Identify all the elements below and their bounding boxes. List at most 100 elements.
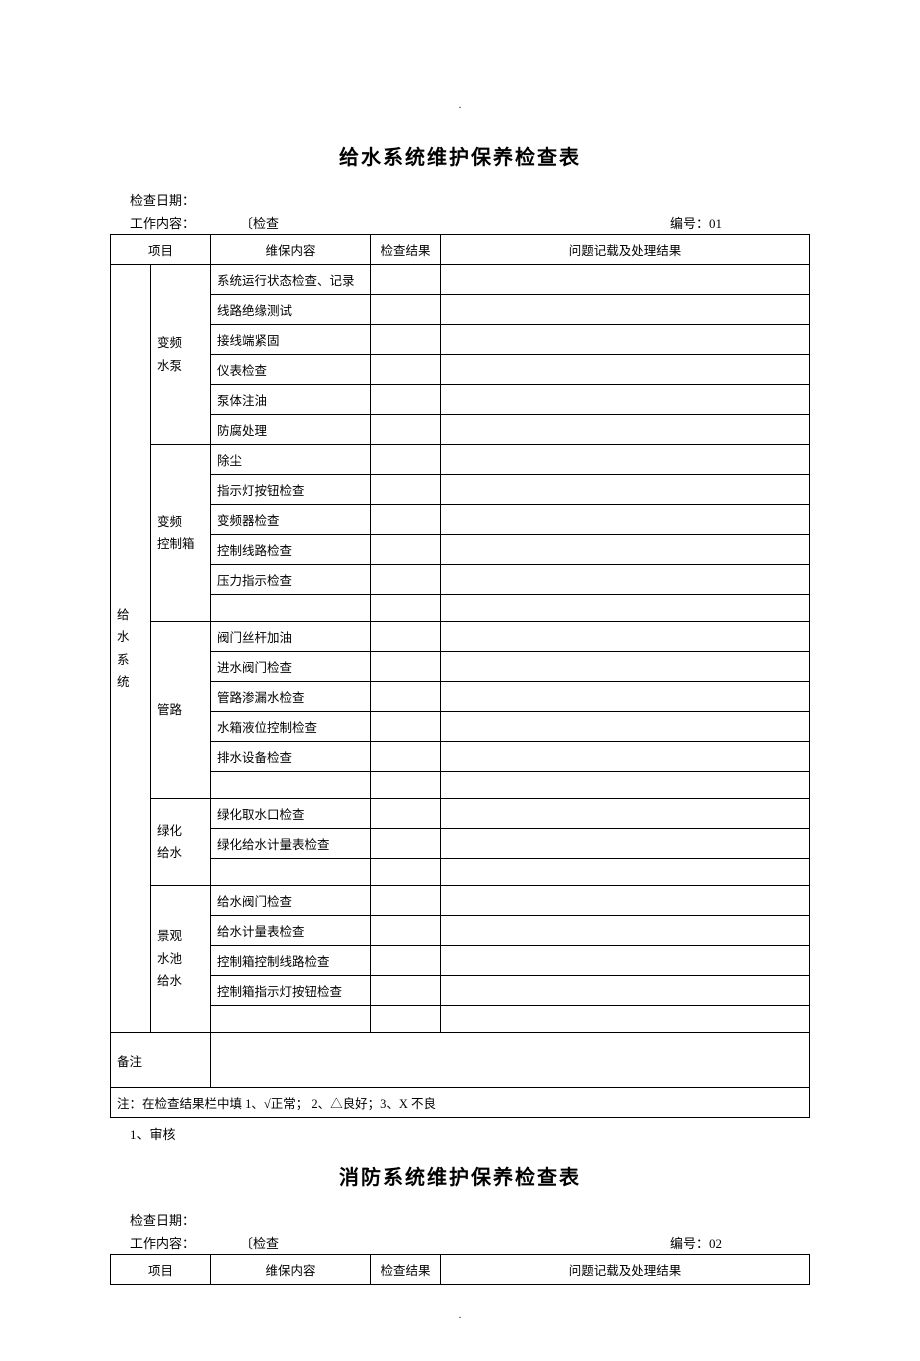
result-cell	[371, 829, 441, 859]
doc1-serial: 编号：01	[670, 213, 810, 232]
doc1-work-row: 工作内容： 〔检查 编号：01	[110, 213, 810, 232]
item-cell: 排水设备检查	[211, 742, 371, 772]
issue-cell	[441, 916, 810, 946]
result-cell	[371, 682, 441, 712]
doc2-table: 项目 维保内容 检查结果 问题记载及处理结果	[110, 1254, 810, 1285]
table-row: 绿化给水 绿化取水口检查	[111, 799, 810, 829]
note-text: 注：在检查结果栏中填 1、√正常； 2、△良好；3、X 不良	[111, 1088, 810, 1118]
col-content: 维保内容	[211, 1255, 371, 1285]
col-project: 项目	[111, 235, 211, 265]
result-cell	[371, 916, 441, 946]
item-cell: 给水计量表检查	[211, 916, 371, 946]
issue-cell	[441, 265, 810, 295]
group-label: 变频水泵	[151, 265, 211, 445]
col-issue: 问题记载及处理结果	[441, 1255, 810, 1285]
group-label: 绿化给水	[151, 799, 211, 886]
result-cell	[371, 475, 441, 505]
result-cell	[371, 445, 441, 475]
table-row: 压力指示检查	[111, 565, 810, 595]
item-cell: 除尘	[211, 445, 371, 475]
result-cell	[371, 772, 441, 799]
doc1-work-check: 〔检查	[240, 213, 670, 232]
item-cell: 进水阀门检查	[211, 652, 371, 682]
table-row: 接线端紧固	[111, 325, 810, 355]
table-row: 管路 阀门丝杆加油	[111, 622, 810, 652]
remark-cell	[211, 1033, 810, 1088]
result-cell	[371, 946, 441, 976]
item-cell	[211, 1006, 371, 1033]
item-cell: 压力指示检查	[211, 565, 371, 595]
table-row: 给水系统 变频水泵 系统运行状态检查、记录	[111, 265, 810, 295]
result-cell	[371, 742, 441, 772]
table-row: 控制箱控制线路检查	[111, 946, 810, 976]
issue-cell	[441, 829, 810, 859]
table-row: 绿化给水计量表检查	[111, 829, 810, 859]
issue-cell	[441, 799, 810, 829]
result-cell	[371, 325, 441, 355]
issue-cell	[441, 622, 810, 652]
result-cell	[371, 622, 441, 652]
col-result: 检查结果	[371, 1255, 441, 1285]
table-row: 变频控制箱 除尘	[111, 445, 810, 475]
result-cell	[371, 652, 441, 682]
issue-cell	[441, 595, 810, 622]
result-cell	[371, 595, 441, 622]
col-project: 项目	[111, 1255, 211, 1285]
result-cell	[371, 565, 441, 595]
item-cell: 系统运行状态检查、记录	[211, 265, 371, 295]
table-row: 进水阀门检查	[111, 652, 810, 682]
item-cell: 防腐处理	[211, 415, 371, 445]
table-row: 排水设备检查	[111, 742, 810, 772]
doc2-work-check: 〔检查	[240, 1233, 670, 1252]
table-row: 控制线路检查	[111, 535, 810, 565]
issue-cell	[441, 859, 810, 886]
item-cell: 线路绝缘测试	[211, 295, 371, 325]
result-cell	[371, 976, 441, 1006]
table-row: 仪表检查	[111, 355, 810, 385]
doc2-work-label: 工作内容：	[130, 1233, 240, 1252]
result-cell	[371, 859, 441, 886]
issue-cell	[441, 295, 810, 325]
item-cell	[211, 595, 371, 622]
doc2-work-row: 工作内容： 〔检查 编号：02	[110, 1233, 810, 1252]
item-cell: 给水阀门检查	[211, 886, 371, 916]
doc2-check-date: 检查日期：	[110, 1210, 810, 1229]
table-row	[111, 772, 810, 799]
table-row: 水箱液位控制检查	[111, 712, 810, 742]
result-cell	[371, 1006, 441, 1033]
result-cell	[371, 712, 441, 742]
table-header-row: 项目 维保内容 检查结果 问题记载及处理结果	[111, 235, 810, 265]
result-cell	[371, 295, 441, 325]
item-cell: 控制箱指示灯按钮检查	[211, 976, 371, 1006]
issue-cell	[441, 355, 810, 385]
doc1-title: 给水系统维护保养检查表	[110, 141, 810, 170]
result-cell	[371, 265, 441, 295]
doc1-footnote: 1、审核	[110, 1124, 810, 1143]
issue-cell	[441, 682, 810, 712]
result-cell	[371, 385, 441, 415]
doc1-work-label: 工作内容：	[130, 213, 240, 232]
result-cell	[371, 535, 441, 565]
table-header-row: 项目 维保内容 检查结果 问题记载及处理结果	[111, 1255, 810, 1285]
page-marker-top: .	[110, 100, 810, 111]
item-cell: 泵体注油	[211, 385, 371, 415]
item-cell: 控制箱控制线路检查	[211, 946, 371, 976]
issue-cell	[441, 742, 810, 772]
item-cell: 绿化取水口检查	[211, 799, 371, 829]
item-cell: 变频器检查	[211, 505, 371, 535]
table-row	[111, 1006, 810, 1033]
table-row: 线路绝缘测试	[111, 295, 810, 325]
item-cell: 水箱液位控制检查	[211, 712, 371, 742]
issue-cell	[441, 712, 810, 742]
system-label: 给水系统	[111, 265, 151, 1033]
group-label: 管路	[151, 622, 211, 799]
doc1-table: 项目 维保内容 检查结果 问题记载及处理结果 给水系统 变频水泵 系统运行状态检…	[110, 234, 810, 1118]
issue-cell	[441, 445, 810, 475]
item-cell: 仪表检查	[211, 355, 371, 385]
issue-cell	[441, 385, 810, 415]
table-row: 给水计量表检查	[111, 916, 810, 946]
issue-cell	[441, 886, 810, 916]
issue-cell	[441, 772, 810, 799]
issue-cell	[441, 565, 810, 595]
remark-row: 备注	[111, 1033, 810, 1088]
